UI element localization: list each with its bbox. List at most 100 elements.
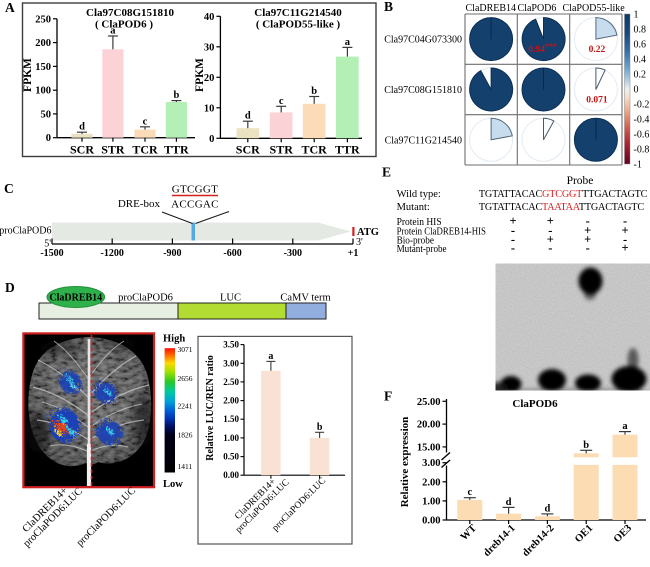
svg-text:STR: STR: [270, 143, 294, 157]
svg-text:2.00: 2.00: [223, 396, 239, 406]
svg-text:d: d: [506, 497, 512, 508]
svg-text:0.6: 0.6: [634, 40, 647, 51]
svg-text:ClaDREB14: ClaDREB14: [466, 3, 517, 14]
svg-text:2241: 2241: [178, 402, 193, 411]
svg-text:3.50: 3.50: [223, 340, 239, 350]
svg-text:D: D: [5, 280, 15, 295]
svg-text:50: 50: [41, 109, 52, 120]
svg-text:200: 200: [35, 38, 51, 49]
svg-text:0.4: 0.4: [634, 55, 647, 66]
svg-text:3.00: 3.00: [422, 458, 440, 469]
svg-text:Probe: Probe: [567, 175, 594, 187]
svg-text:ClaPOD55-like: ClaPOD55-like: [563, 3, 626, 14]
svg-text:Wild type:: Wild type:: [397, 189, 441, 200]
svg-text:Cla97C04G073300: Cla97C04G073300: [384, 35, 462, 46]
svg-text:0.071: 0.071: [586, 96, 608, 106]
svg-text:TTR: TTR: [335, 143, 360, 157]
svg-text:-1500: -1500: [40, 248, 63, 259]
svg-text:0.2: 0.2: [634, 70, 647, 81]
svg-text:b: b: [311, 86, 317, 97]
svg-text:25.00: 25.00: [417, 397, 441, 408]
svg-text:Low: Low: [163, 479, 183, 490]
svg-text:1826: 1826: [178, 431, 193, 440]
svg-text:SCR: SCR: [236, 143, 260, 157]
svg-text:DRE-box: DRE-box: [118, 198, 161, 210]
svg-text:2656: 2656: [178, 374, 193, 383]
svg-text:+: +: [622, 241, 629, 255]
svg-text:A: A: [5, 0, 15, 15]
svg-text:0: 0: [634, 85, 639, 96]
svg-text:Relative LUC/REN ratio: Relative LUC/REN ratio: [205, 355, 216, 461]
svg-text:FPKM: FPKM: [22, 58, 34, 92]
svg-text:Cla97C11G214540: Cla97C11G214540: [385, 135, 462, 146]
svg-text:-0.6: -0.6: [634, 130, 650, 141]
svg-text:ACCGAC: ACCGAC: [171, 199, 219, 211]
svg-text:-: -: [548, 241, 552, 255]
svg-text:0: 0: [209, 134, 214, 145]
svg-text:ClaDREB14: ClaDREB14: [49, 293, 102, 304]
svg-text:3.00: 3.00: [223, 358, 239, 368]
svg-text:a: a: [622, 421, 628, 432]
svg-text:2.50: 2.50: [223, 377, 239, 387]
svg-text:0.22: 0.22: [589, 45, 606, 55]
svg-text:1.00: 1.00: [223, 433, 239, 443]
svg-text:d: d: [245, 111, 251, 122]
svg-text:TCR: TCR: [302, 143, 328, 157]
svg-text:250: 250: [35, 14, 51, 25]
svg-text:-1: -1: [634, 160, 642, 171]
svg-text:Cla97C08G151810: Cla97C08G151810: [86, 7, 175, 19]
svg-text:a: a: [345, 37, 351, 48]
svg-text:a: a: [110, 26, 116, 37]
svg-text:0.8: 0.8: [634, 25, 647, 36]
svg-text:1: 1: [634, 10, 639, 21]
svg-text:High: High: [163, 334, 185, 345]
svg-text:d: d: [544, 503, 550, 514]
svg-text:30: 30: [204, 42, 215, 53]
svg-text:LUC: LUC: [220, 293, 241, 304]
svg-text:-600: -600: [223, 248, 241, 259]
svg-text:d: d: [79, 122, 85, 133]
svg-text:c: c: [143, 116, 148, 127]
svg-text:3': 3': [356, 237, 363, 248]
svg-text:C: C: [4, 181, 14, 196]
svg-text:0.00: 0.00: [223, 470, 239, 480]
svg-text:a: a: [268, 351, 273, 362]
svg-text:Mutant:: Mutant:: [397, 202, 430, 213]
svg-text:-300: -300: [284, 248, 302, 259]
svg-text:0.50: 0.50: [223, 452, 239, 462]
svg-text:ClaPOD6: ClaPOD6: [512, 398, 558, 410]
svg-text:150: 150: [35, 62, 51, 73]
svg-text:-: -: [586, 241, 590, 255]
svg-text:10: 10: [204, 103, 215, 114]
svg-text:ClaPOD6: ClaPOD6: [518, 3, 557, 14]
svg-text:-1200: -1200: [101, 248, 124, 259]
svg-text:B: B: [384, 0, 393, 14]
svg-text:1411: 1411: [178, 462, 193, 471]
svg-text:b: b: [583, 440, 589, 451]
svg-text:SCR: SCR: [70, 143, 94, 157]
svg-text:F: F: [384, 389, 392, 404]
svg-text:Mutant-probe: Mutant-probe: [397, 244, 447, 255]
svg-text:Cla97C11G214540: Cla97C11G214540: [254, 7, 342, 19]
svg-text:c: c: [279, 96, 284, 107]
svg-text:-900: -900: [163, 248, 181, 259]
svg-text:1.50: 1.50: [223, 414, 239, 424]
svg-text:proClaPOD6: proClaPOD6: [0, 226, 52, 237]
svg-text:E: E: [382, 165, 391, 180]
svg-text:1.00: 1.00: [422, 496, 440, 507]
svg-text:100: 100: [35, 86, 51, 97]
svg-text:-0.8: -0.8: [634, 145, 650, 156]
svg-text:FPKM: FPKM: [194, 58, 206, 92]
svg-text:b: b: [317, 422, 323, 433]
svg-text:+1: +1: [348, 248, 359, 259]
svg-text:3071: 3071: [178, 345, 193, 354]
svg-text:-0.4: -0.4: [634, 115, 650, 126]
svg-text:20.00: 20.00: [417, 420, 441, 431]
svg-text:-0.2: -0.2: [634, 100, 650, 111]
svg-text:TGTATTACACTAATAATTGACTAGTC: TGTATTACACTAATAATTGACTAGTC: [479, 202, 644, 213]
svg-text:Cla97C08G151810: Cla97C08G151810: [384, 85, 462, 96]
svg-text:CaMV term: CaMV term: [280, 293, 330, 304]
svg-text:0: 0: [46, 133, 51, 144]
svg-text:c: c: [467, 487, 472, 498]
svg-text:-: -: [511, 241, 515, 255]
